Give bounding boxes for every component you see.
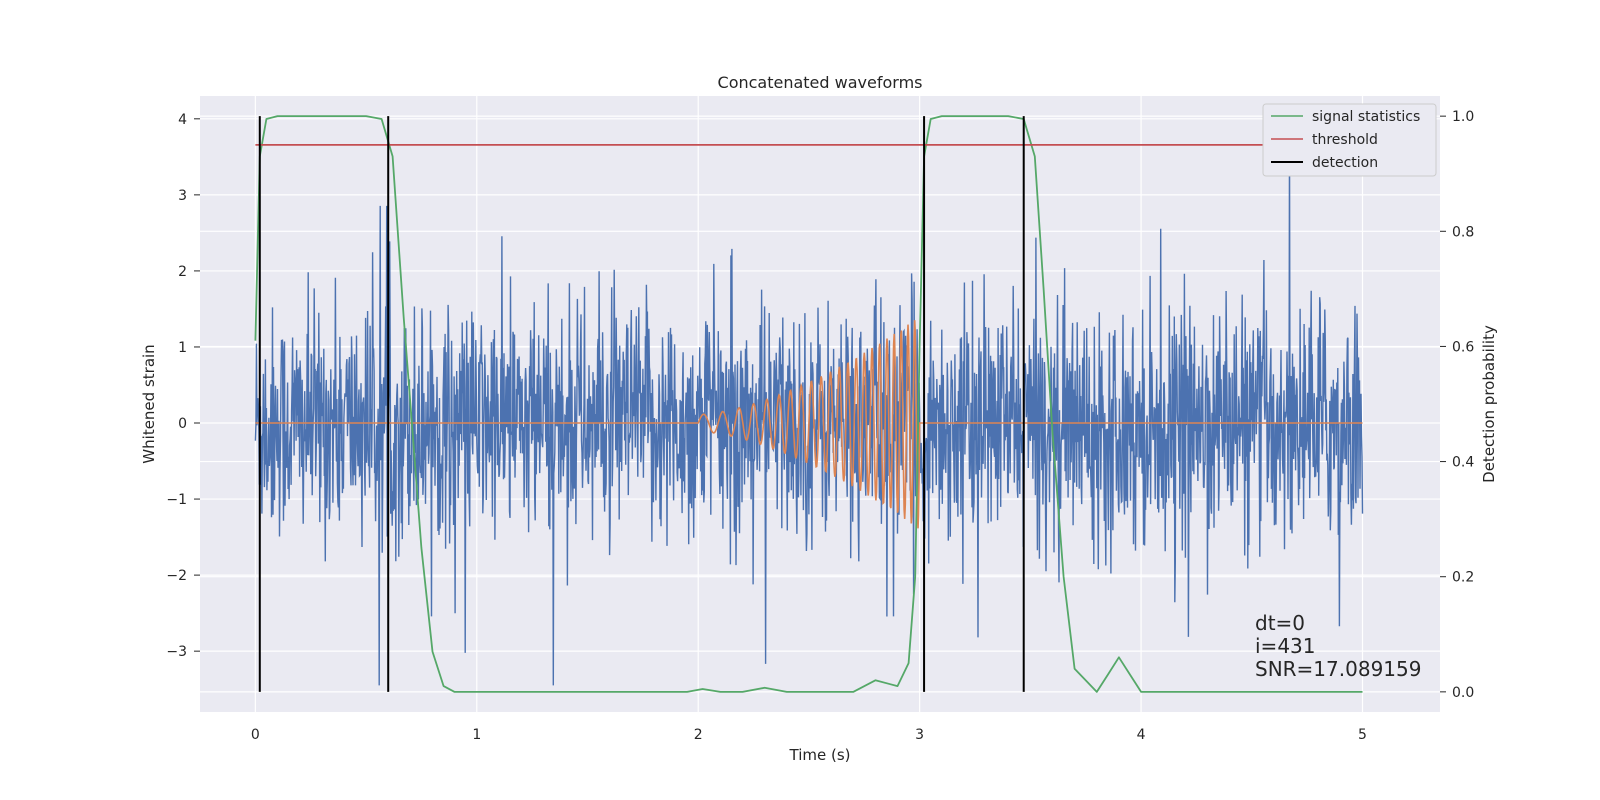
legend-box — [1262, 103, 1437, 177]
x-tick-label: 4 — [1137, 727, 1146, 743]
x-tick-label: 1 — [472, 727, 481, 743]
annotation-dt: dt=0 — [1255, 611, 1305, 635]
series-injected-waveform — [255, 320, 1363, 529]
legend-label-threshold: threshold — [1312, 132, 1378, 148]
y-left-tick-label: −1 — [166, 492, 187, 508]
y-right-axis-label: Detection probability — [1480, 325, 1498, 483]
y-left-tick-label: 1 — [178, 340, 187, 356]
y-left-tick-label: −2 — [166, 568, 187, 584]
y-right-tick-label: 0.0 — [1452, 685, 1474, 701]
y-left-tick-label: −3 — [166, 644, 187, 660]
annotation-index: i=431 — [1255, 634, 1316, 658]
y-right-tick-label: 0.2 — [1452, 570, 1474, 586]
y-left-axis-label: Whitened strain — [140, 344, 158, 463]
legend: signal statistics threshold detection — [1262, 103, 1437, 177]
x-axis-label: Time (s) — [789, 746, 851, 764]
y-left-tick-label: 4 — [178, 112, 187, 128]
series-layer — [254, 115, 1385, 693]
annotation-snr: SNR=17.089159 — [1255, 657, 1421, 681]
y-left-tick-label: 0 — [178, 416, 187, 432]
y-right-tick-label: 1.0 — [1452, 109, 1474, 125]
y-right-tick-label: 0.6 — [1452, 339, 1474, 355]
x-tick-label: 2 — [694, 727, 703, 743]
chart-title: Concatenated waveforms — [718, 73, 923, 92]
series-signal-statistics — [254, 115, 1363, 693]
legend-label-detection: detection — [1312, 155, 1378, 171]
y-right-tick-label: 0.8 — [1452, 224, 1474, 240]
y-left-tick-label: 2 — [178, 264, 187, 280]
x-tick-label: 0 — [251, 727, 260, 743]
y-left-tick-label: 3 — [178, 188, 187, 204]
x-tick-label: 3 — [915, 727, 924, 743]
y-right-tick-label: 0.4 — [1452, 455, 1474, 471]
x-tick-label: 5 — [1358, 727, 1367, 743]
ticks: 0 1 2 3 4 5 −3 −2 −1 0 1 2 3 4 0.0 0.2 0.4 0.6 0.8 1.0 — [166, 109, 1474, 743]
legend-label-signal-statistics: signal statistics — [1312, 109, 1420, 125]
